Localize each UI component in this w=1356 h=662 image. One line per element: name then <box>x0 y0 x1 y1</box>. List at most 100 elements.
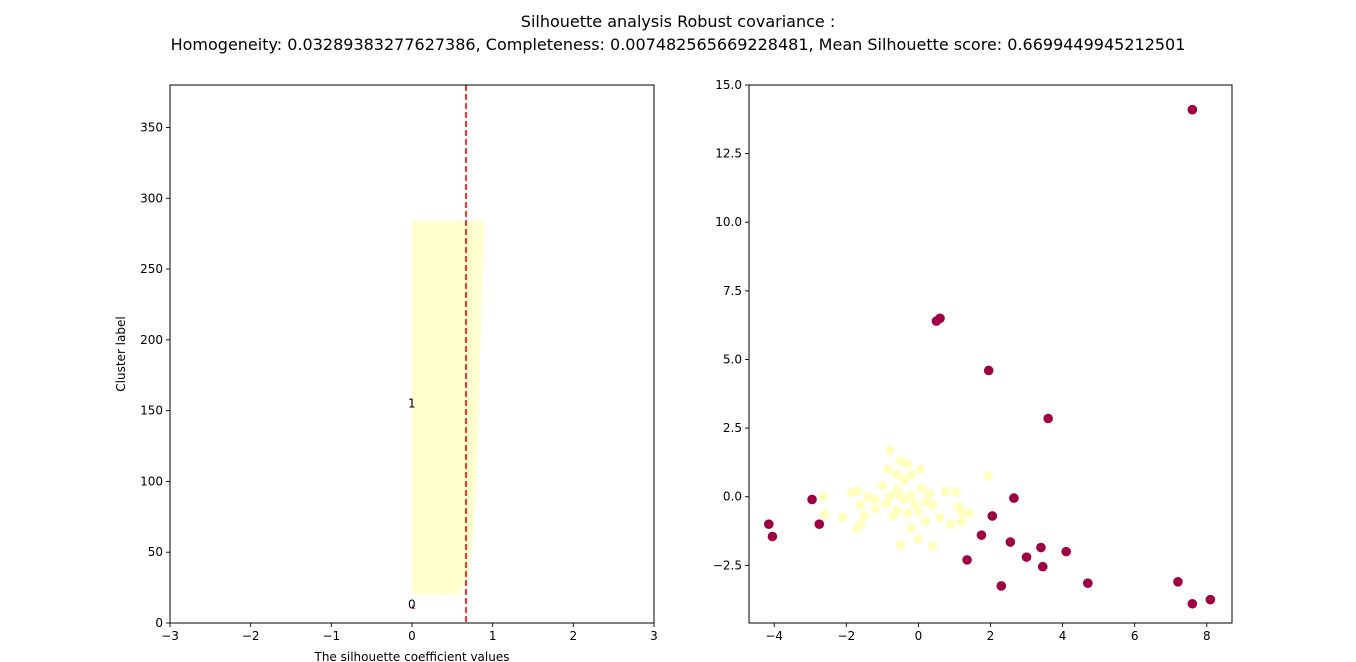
cluster-label-0: 0 <box>408 598 416 612</box>
silhouette-y-tick-label: 150 <box>140 404 163 418</box>
scatter-point-inlier <box>946 519 956 529</box>
silhouette-plot: 0 1 −3 −2 −1 0 1 2 3 0 50 100 150 200 250 300 350 The sil… <box>114 84 658 662</box>
scatter-point-outlier <box>1009 493 1019 503</box>
scatter-point-inlier <box>920 497 931 508</box>
scatter-point-inlier <box>895 456 906 466</box>
scatter-point-inlier <box>859 511 870 521</box>
figure-title-line1: Silhouette analysis Robust covariance : <box>520 12 836 31</box>
scatter-point-inlier <box>818 491 828 502</box>
scatter-point-inlier <box>870 504 880 514</box>
silhouette-x-tick-label: −2 <box>242 629 260 643</box>
scatter-point-outlier <box>1083 578 1093 588</box>
scatter-point-inlier <box>902 458 913 469</box>
scatter-point-outlier <box>1187 104 1198 115</box>
scatter-point-inlier <box>893 489 904 499</box>
scatter-point-outlier <box>1173 577 1183 587</box>
scatter-point-inlier <box>846 487 857 498</box>
scatter-point-outlier <box>1037 561 1048 572</box>
scatter-point-outlier <box>1187 598 1198 609</box>
silhouette-x-tick-label: 2 <box>570 629 578 643</box>
scatter-x-tick-label: 4 <box>1059 629 1067 643</box>
scatter-axes-frame <box>748 84 1233 624</box>
scatter-x-tick-label: 6 <box>1131 629 1139 643</box>
silhouette-x-tick-label: −3 <box>161 629 179 643</box>
silhouette-y-tick-label: 200 <box>140 333 163 347</box>
scatter-point-outlier <box>1205 594 1216 605</box>
scatter-y-tick-label: 0.0 <box>723 490 742 504</box>
scatter-point-outlier <box>996 581 1007 591</box>
scatter-point-outlier <box>767 531 778 542</box>
silhouette-cluster-1-fill <box>412 220 485 595</box>
scatter-point-inlier <box>870 494 880 505</box>
silhouette-y-tick-label: 50 <box>148 545 163 559</box>
scatter-point-inlier <box>940 486 951 497</box>
scatter-point-inlier <box>935 512 945 523</box>
scatter-point-inlier <box>906 490 917 501</box>
scatter-point-outlier <box>987 511 998 521</box>
scatter-point-inlier <box>899 475 909 486</box>
silhouette-x-tick-label: 0 <box>408 629 416 643</box>
scatter-point-inlier <box>884 445 895 455</box>
cluster-label-1: 1 <box>408 397 416 411</box>
scatter-plot: −4 −2 0 2 4 6 8 −2.5 0.0 2.5 5.0 7.5 10.0 12.5 15.0 <box>713 78 1233 643</box>
silhouette-x-axis-label: The silhouette coefficient values <box>314 650 510 662</box>
silhouette-y-tick-label: 100 <box>140 474 163 488</box>
silhouette-y-axis-label: Cluster label <box>114 316 128 391</box>
scatter-point-inlier <box>913 507 924 517</box>
scatter-point-outlier <box>1043 413 1053 424</box>
scatter-point-inlier <box>906 523 917 534</box>
scatter-point-inlier <box>906 469 917 480</box>
scatter-y-tick-label: 7.5 <box>723 284 742 298</box>
scatter-y-tick-label: 12.5 <box>715 147 742 161</box>
scatter-point-inlier <box>915 464 926 475</box>
silhouette-axes-frame <box>169 84 655 624</box>
scatter-point-inlier <box>888 511 898 521</box>
scatter-point-outlier <box>814 519 825 529</box>
figure-title: Silhouette analysis Robust covariance : … <box>0 10 1356 56</box>
scatter-point-inlier <box>951 487 962 498</box>
scatter-x-tick-label: 2 <box>987 629 995 643</box>
scatter-point-outlier <box>976 530 987 540</box>
scatter-point-inlier <box>956 516 967 527</box>
scatter-point-inlier <box>917 483 927 494</box>
scatter-y-tick-label: 15.0 <box>715 78 742 92</box>
scatter-y-tick-label: −2.5 <box>713 558 742 572</box>
scatter-x-tick-label: 0 <box>915 629 923 643</box>
scatter-point-outlier <box>1021 552 1032 562</box>
scatter-point-outlier <box>1005 537 1016 547</box>
scatter-point-inlier <box>895 539 906 550</box>
scatter-point-inlier <box>852 523 862 534</box>
scatter-y-tick-label: 2.5 <box>723 421 742 435</box>
scatter-point-inlier <box>924 489 935 499</box>
scatter-point-inlier <box>928 541 938 551</box>
scatter-point-inlier <box>913 534 924 545</box>
figure-title-line2: Homogeneity: 0.03289383277627386, Comple… <box>170 35 1186 54</box>
silhouette-cluster-0-fill <box>412 596 417 609</box>
scatter-point-inlier <box>964 508 974 519</box>
scatter-x-tick-label: −4 <box>765 629 783 643</box>
scatter-point-inlier <box>956 507 967 517</box>
scatter-point-inlier <box>928 500 938 510</box>
scatter-point-outlier <box>764 519 774 529</box>
scatter-point-outlier <box>983 365 994 376</box>
scatter-x-tick-label: 8 <box>1203 629 1211 643</box>
silhouette-x-tick-label: 1 <box>489 629 497 643</box>
scatter-point-inlier <box>983 471 994 481</box>
silhouette-y-tick-label: 250 <box>140 262 163 276</box>
scatter-point-inlier <box>877 480 888 491</box>
scatter-point-inlier <box>863 491 873 502</box>
scatter-point-inlier <box>819 509 830 520</box>
scatter-point-outlier <box>1036 542 1046 553</box>
scatter-x-tick-label: −2 <box>837 629 855 643</box>
scatter-point-inlier <box>855 500 866 510</box>
scatter-point-inlier <box>902 508 913 519</box>
scatter-point-outlier <box>935 313 945 324</box>
silhouette-y-tick-label: 300 <box>140 191 163 205</box>
scatter-point-outlier <box>962 555 972 565</box>
scatter-point-outlier <box>1061 546 1071 557</box>
scatter-y-tick-label: 5.0 <box>723 352 742 366</box>
scatter-point-inlier <box>837 512 848 523</box>
silhouette-y-tick-label: 0 <box>155 616 163 630</box>
silhouette-x-tick-label: 3 <box>650 629 658 643</box>
